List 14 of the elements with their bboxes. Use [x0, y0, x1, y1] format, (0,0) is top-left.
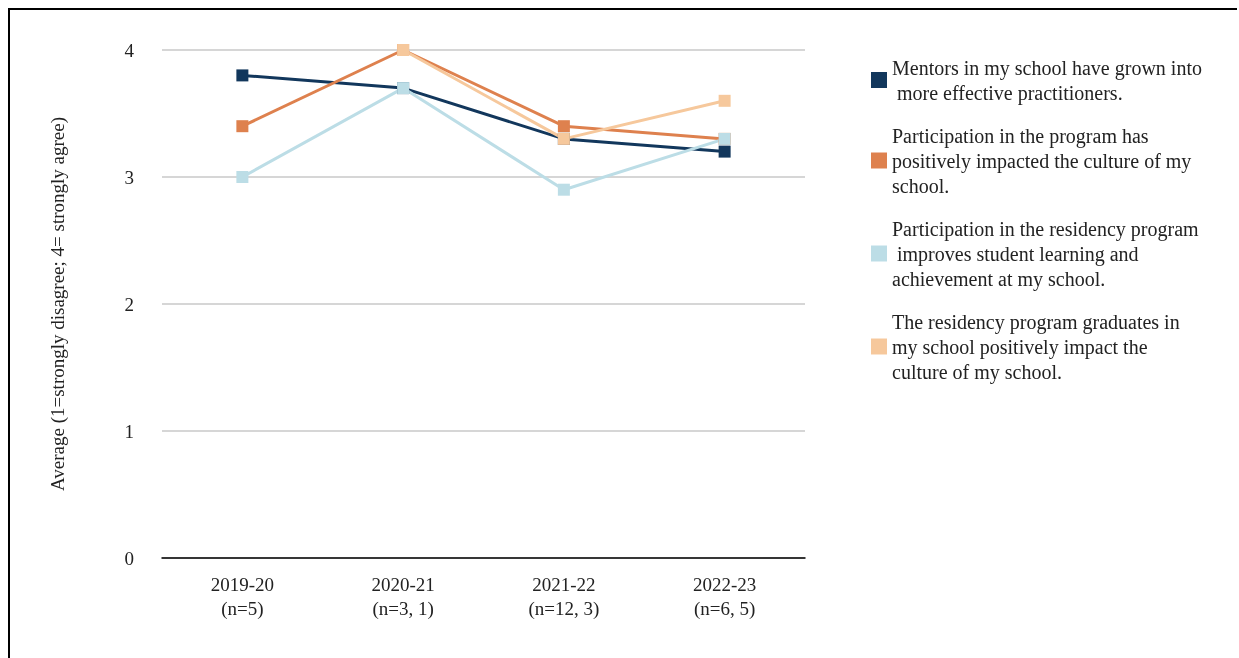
legend-label: Participation in the residency program improves student learning and achievement at my school.: [892, 217, 1200, 291]
x-tick-label: 2021-22 (n=12, 3): [528, 573, 600, 620]
legend-label: The residency program graduates in my school positively impact the culture of my school.: [892, 310, 1185, 384]
y-tick-label: 3: [124, 166, 134, 188]
x-tick-label: 2020-21 (n=3, 1): [371, 573, 435, 620]
y-tick-label: 4: [124, 39, 135, 61]
y-tick-label: 0: [124, 547, 134, 569]
y-tick-label: 1: [124, 420, 134, 442]
y-axis-title: Average (1=strongly disagree; 4= strongly agree): [47, 116, 69, 492]
y-tick-label: 2: [124, 293, 134, 315]
legend-label: Participation in the program has positively impacted the culture of my school.: [892, 124, 1197, 197]
x-tick-label: 2019-20 (n=5): [210, 573, 275, 620]
legend-label: Mentors in my school have grown into more effective practitioners.: [892, 56, 1202, 105]
x-tick-label: 2022-23 (n=6, 5): [692, 573, 757, 620]
